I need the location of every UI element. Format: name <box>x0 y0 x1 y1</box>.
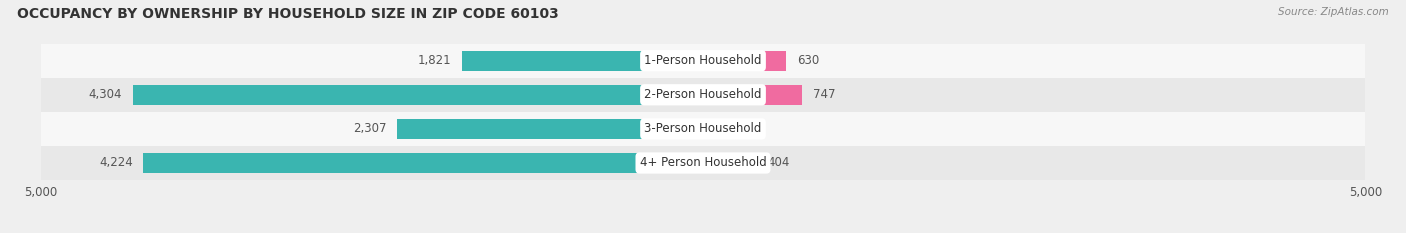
Text: 404: 404 <box>768 157 790 169</box>
Bar <box>132 85 703 105</box>
Text: 630: 630 <box>797 54 820 67</box>
Text: 1,821: 1,821 <box>418 54 451 67</box>
Text: OCCUPANCY BY OWNERSHIP BY HOUSEHOLD SIZE IN ZIP CODE 60103: OCCUPANCY BY OWNERSHIP BY HOUSEHOLD SIZE… <box>17 7 558 21</box>
Bar <box>703 51 786 71</box>
Bar <box>703 85 801 105</box>
Bar <box>398 119 703 139</box>
Text: 1-Person Household: 1-Person Household <box>644 54 762 67</box>
Text: 747: 747 <box>813 88 835 101</box>
Bar <box>41 146 1365 180</box>
Text: 215: 215 <box>742 122 765 135</box>
Text: 4,224: 4,224 <box>98 157 132 169</box>
Bar <box>461 51 703 71</box>
Bar <box>41 44 1365 78</box>
Text: 3-Person Household: 3-Person Household <box>644 122 762 135</box>
Bar <box>703 119 731 139</box>
Bar <box>143 153 703 173</box>
Bar <box>41 78 1365 112</box>
Text: 2-Person Household: 2-Person Household <box>644 88 762 101</box>
Text: 4,304: 4,304 <box>89 88 122 101</box>
Text: 4+ Person Household: 4+ Person Household <box>640 157 766 169</box>
Text: Source: ZipAtlas.com: Source: ZipAtlas.com <box>1278 7 1389 17</box>
Bar <box>703 153 756 173</box>
Text: 2,307: 2,307 <box>353 122 387 135</box>
Bar <box>41 112 1365 146</box>
